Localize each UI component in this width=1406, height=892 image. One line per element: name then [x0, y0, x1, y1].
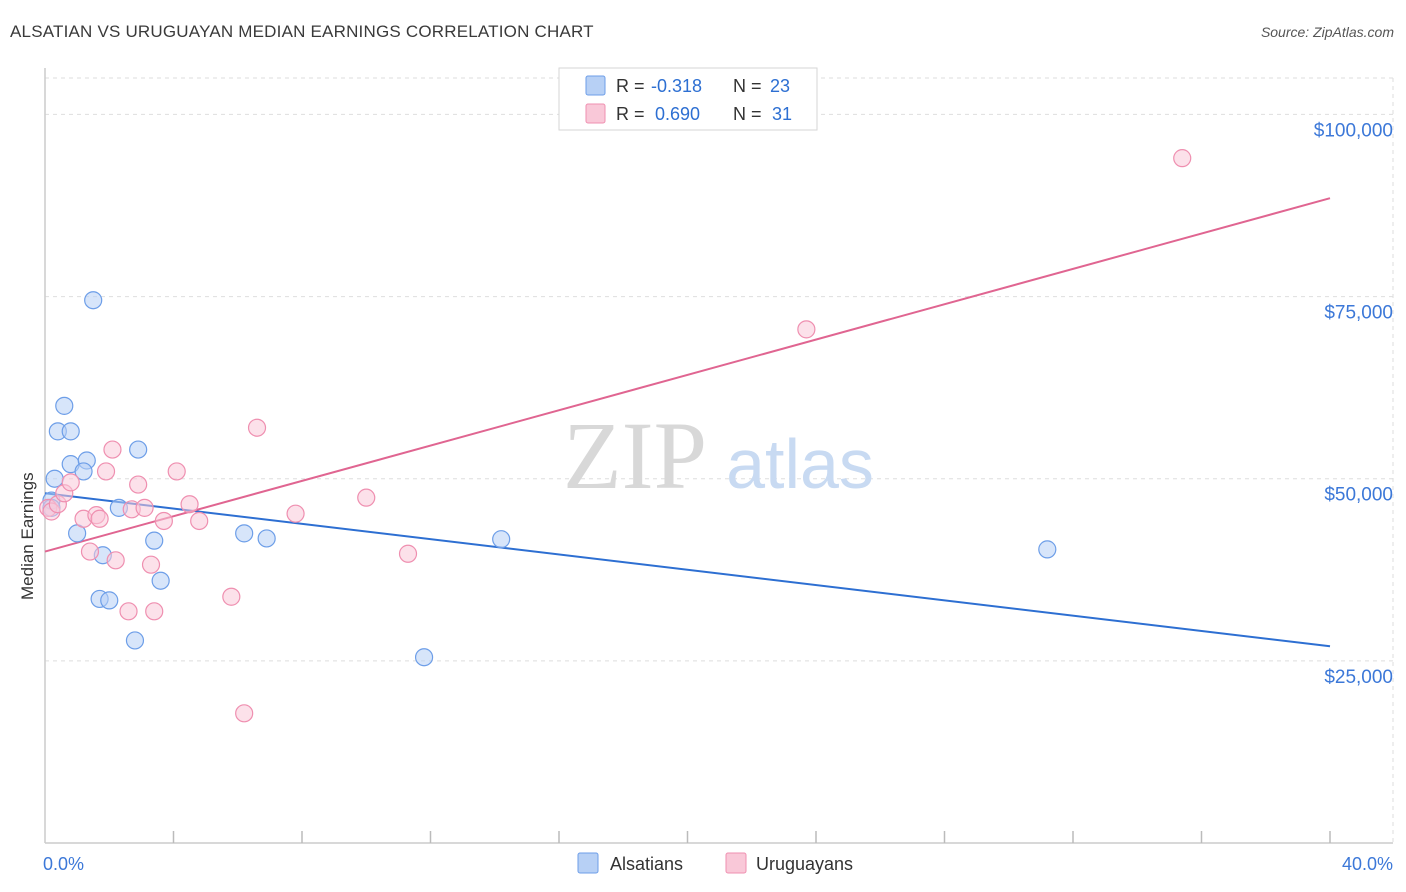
- uruguayans-point-21: [190, 511, 209, 531]
- uruguayans-point-18: [154, 511, 173, 531]
- watermark-atlas: atlas: [726, 425, 874, 503]
- uruguayans-point-10: [103, 440, 122, 459]
- alsatians-n-label: N =: [733, 76, 762, 96]
- tick-labels: $25,000 $50,000 $75,000 $100,000 0.0% 40.0%: [43, 120, 1393, 874]
- alsatians-r-value: -0.318: [651, 76, 702, 96]
- uruguayans-point-26: [357, 488, 376, 507]
- uruguayans-r-value: 0.690: [655, 104, 700, 124]
- uruguayans-point-15: [135, 498, 154, 517]
- uruguayans-point-20: [180, 495, 199, 514]
- uruguayans-point-14: [129, 475, 148, 494]
- alsatians-point-22: [492, 530, 511, 549]
- alsatians-point-19: [100, 591, 119, 610]
- uruguayans-point-23: [235, 704, 254, 723]
- watermark: ZIP atlas: [563, 402, 874, 509]
- alsatians-point-17: [151, 571, 170, 590]
- alsatians-point-16: [257, 529, 276, 548]
- alsatians-point-10: [129, 440, 148, 459]
- alsatians-legend-label: Alsatians: [610, 854, 683, 874]
- alsatians-r-label: R =: [616, 76, 645, 96]
- alsatians-point-14: [145, 531, 164, 550]
- uruguayans-point-16: [141, 555, 161, 574]
- source-credit: Source: ZipAtlas.com: [1260, 24, 1394, 40]
- uruguayans-point-25: [286, 504, 305, 523]
- x-tick-label-max: 40.0%: [1342, 854, 1393, 874]
- y-tick-label-2: $75,000: [1324, 303, 1393, 324]
- uruguayans-point-24: [247, 418, 267, 437]
- uruguayans-point-27: [398, 544, 418, 563]
- alsatians-legend-swatch: [577, 852, 599, 874]
- gridlines: [45, 77, 1394, 843]
- alsatians-point-20: [125, 631, 145, 650]
- uruguayans-point-9: [96, 462, 116, 481]
- uruguayans-trend-line: [44, 197, 1331, 553]
- uruguayans-point-28: [797, 320, 816, 339]
- alsatians-point-15: [235, 524, 254, 543]
- stats-legend: R = -0.318 N = 23 R = 0.690 N = 31: [558, 67, 818, 131]
- uruguayans-point-4: [61, 473, 80, 492]
- uruguayans-stat-swatch: [585, 103, 606, 124]
- uruguayans-point-29: [1173, 149, 1192, 168]
- trend-lines: [44, 197, 1331, 648]
- alsatians-point-3: [55, 396, 74, 415]
- uruguayans-point-12: [119, 602, 138, 621]
- y-tick-label-3: $100,000: [1314, 120, 1393, 141]
- alsatians-point-0: [45, 469, 64, 488]
- uruguayans-point-11: [106, 551, 125, 570]
- axes: [44, 68, 1393, 844]
- uruguayans-r-label: R =: [616, 104, 645, 124]
- alsatians-stat-swatch: [585, 75, 606, 96]
- alsatians-point-8: [74, 462, 93, 481]
- series-legend: Alsatians Uruguayans: [577, 852, 853, 874]
- uruguayans-legend-label: Uruguayans: [756, 854, 853, 874]
- uruguayans-point-17: [145, 602, 164, 621]
- alsatians-point-21: [414, 648, 434, 667]
- alsatians-point-23: [1038, 540, 1057, 559]
- uruguayans-n-label: N =: [733, 104, 762, 124]
- y-tick-label-0: $25,000: [1324, 667, 1393, 688]
- watermark-zip: ZIP: [563, 402, 707, 509]
- alsatians-point-9: [84, 291, 103, 310]
- uruguayans-point-22: [222, 587, 241, 606]
- y-tick-label-1: $50,000: [1324, 485, 1393, 506]
- uruguayans-n-value: 31: [772, 104, 792, 124]
- uruguayans-point-8: [90, 509, 109, 528]
- x-tick-label-min: 0.0%: [43, 854, 84, 874]
- uruguayans-point-6: [80, 542, 100, 561]
- uruguayans-legend-swatch: [725, 852, 747, 874]
- alsatians-point-5: [61, 422, 80, 441]
- uruguayans-point-19: [167, 462, 186, 481]
- data-points: [39, 149, 1192, 723]
- alsatians-n-value: 23: [770, 76, 790, 96]
- alsatians-trend-line: [44, 492, 1331, 648]
- chart-title: ALSATIAN VS URUGUAYAN MEDIAN EARNINGS CO…: [10, 22, 594, 41]
